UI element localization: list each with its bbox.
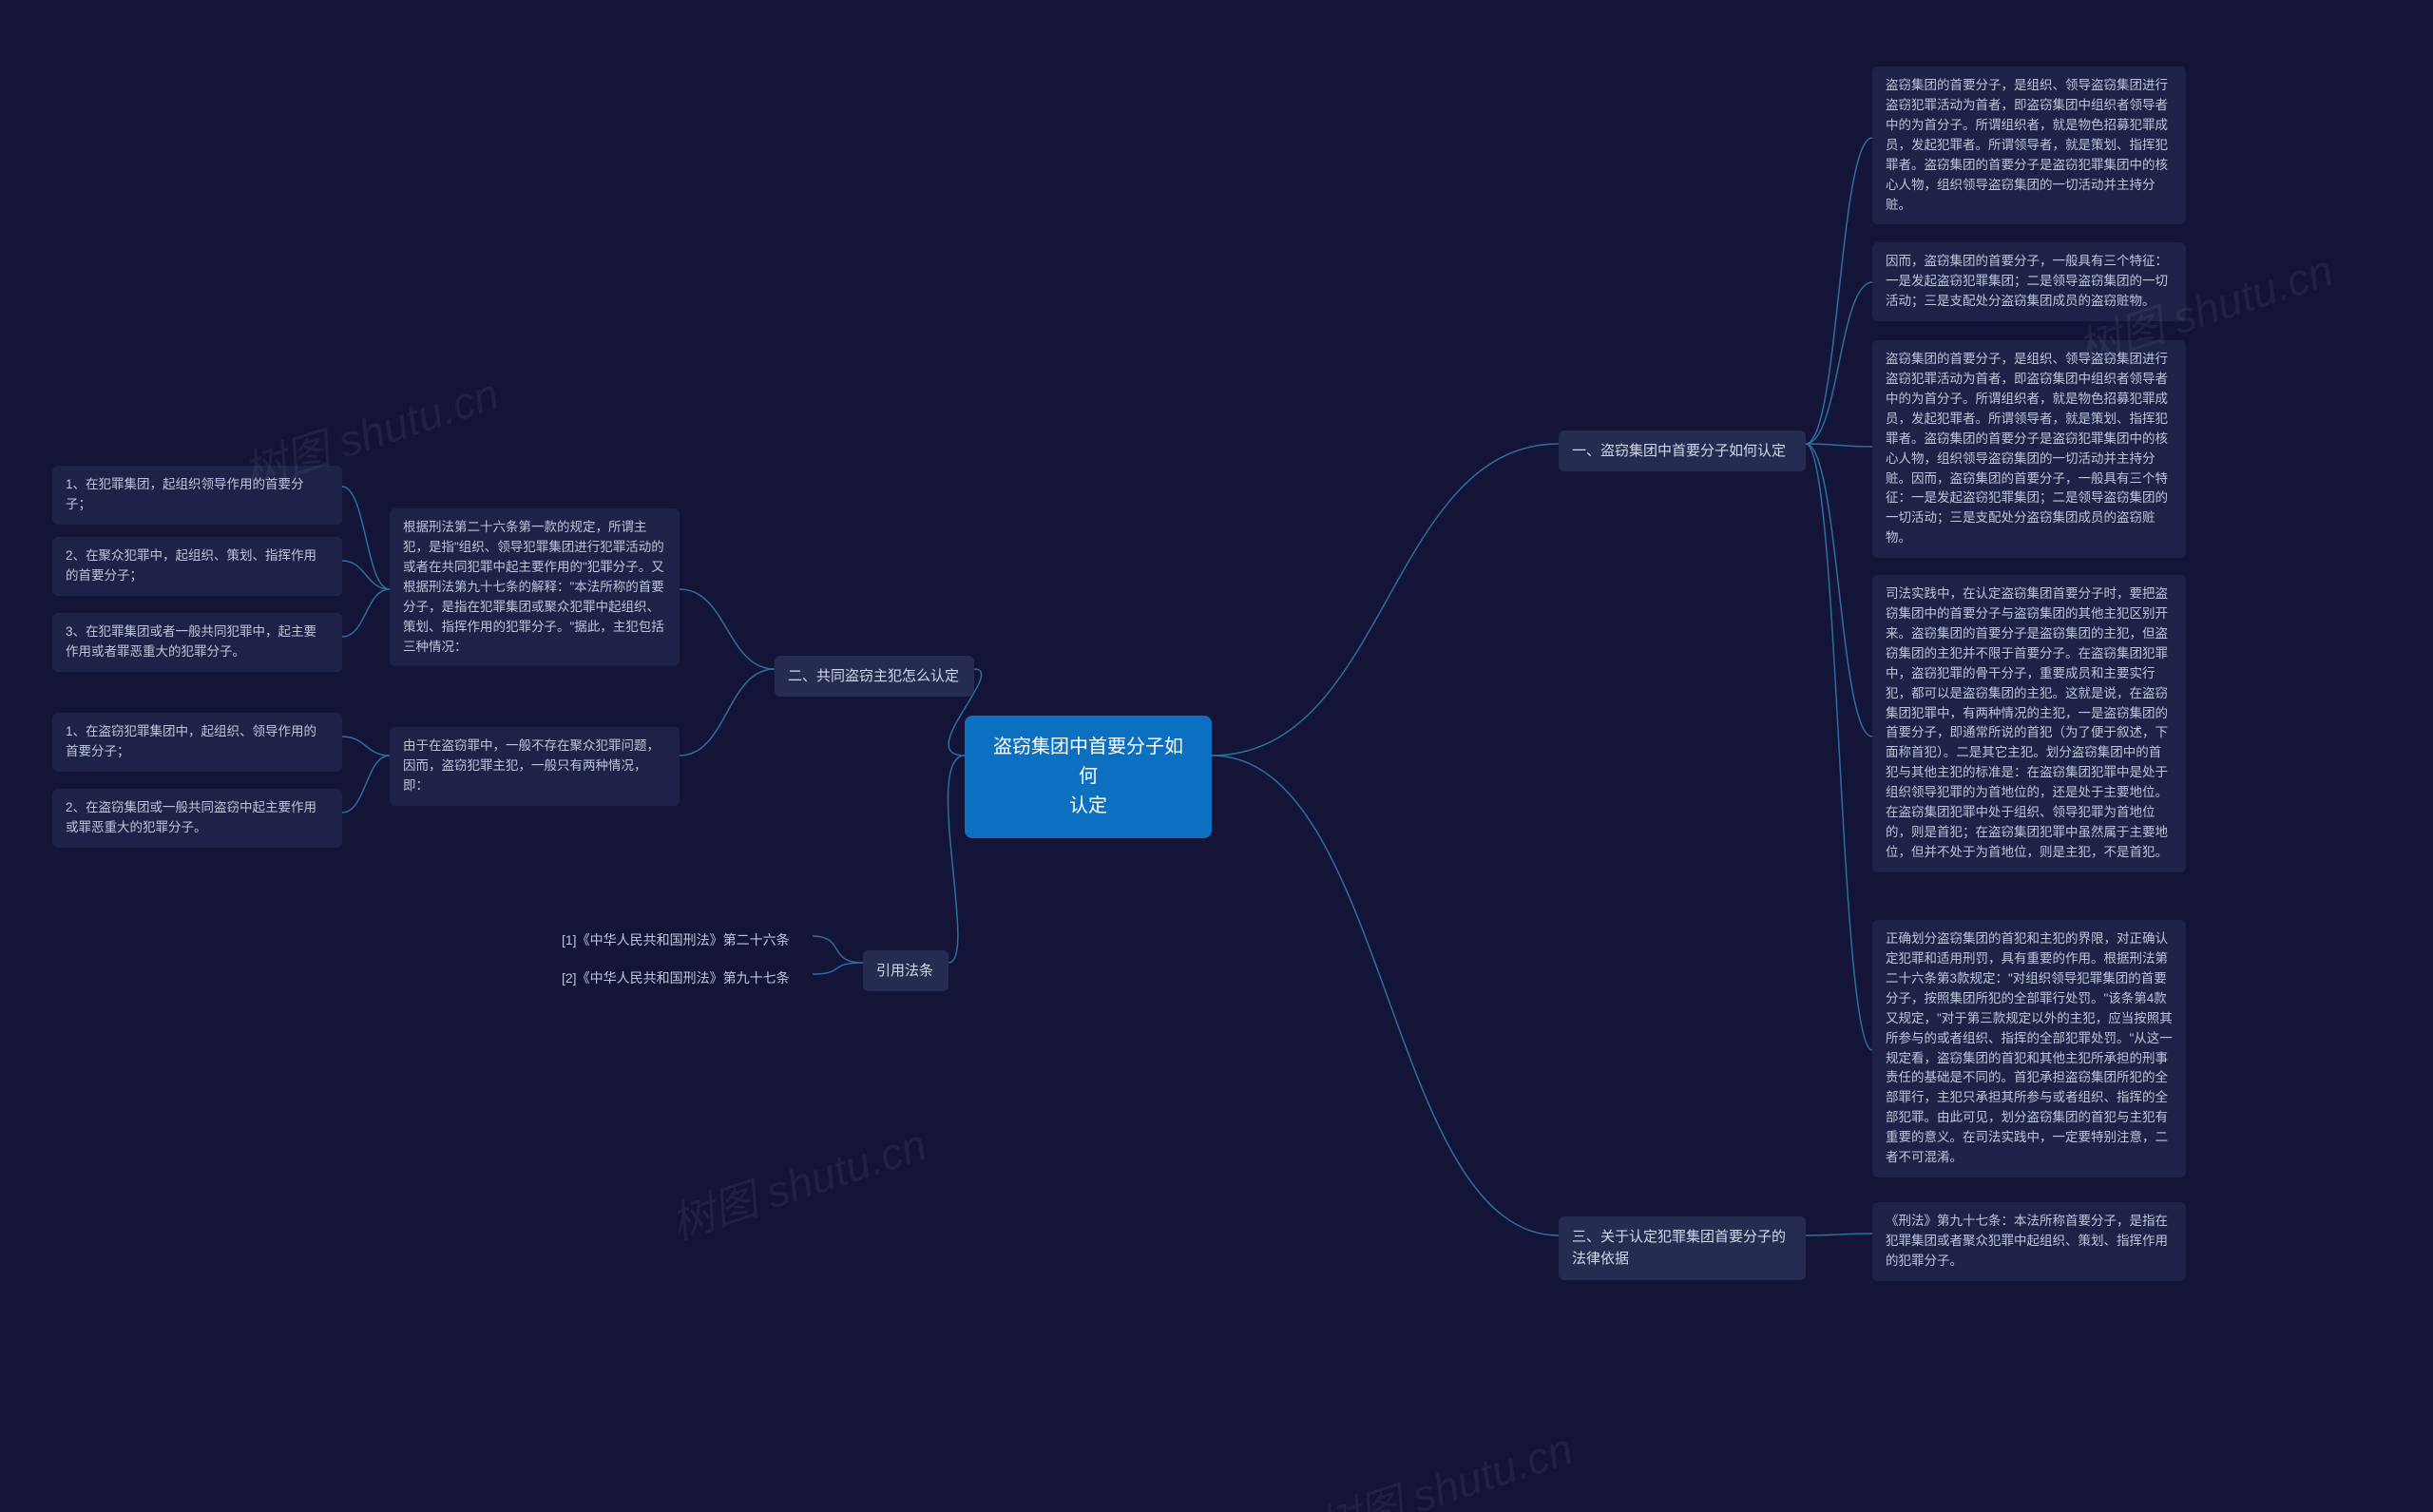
branch-4-label: 引用法条 [876,963,933,979]
leaf-text: 司法实践中，在认定盗窃集团首要分子时，要把盗窃集团中的首要分子与盗窃集团的其他主… [1886,586,2168,859]
branch-2-sub-1: 根据刑法第二十六条第一款的规定，所谓主犯，是指"组织、领导犯罪集团进行犯罪活动的… [390,508,680,666]
link [1806,282,1872,444]
branch-1-leaf-5: 正确划分盗窃集团的首犯和主犯的界限，对正确认定犯罪和适用刑罚，具有重要的作用。根… [1872,920,2186,1177]
root-text: 盗窃集团中首要分子如何认定 [993,737,1183,816]
link [813,936,863,963]
branch-1-leaf-2: 因而，盗窃集团的首要分子，一般具有三个特征：一是发起盗窃犯罪集团；二是领导盗窃集… [1872,242,2186,321]
branch-2-sub-2-leaf-2: 2、在盗窃集团或一般共同盗窃中起主要作用或罪恶重大的犯罪分子。 [52,789,342,848]
branch-2-label: 二、共同盗窃主犯怎么认定 [788,668,959,684]
branch-1-leaf-3: 盗窃集团的首要分子，是组织、领导盗窃集团进行盗窃犯罪活动为首者，即盗窃集团中组织… [1872,340,2186,558]
link [1806,1234,1872,1235]
branch-2-sub-1-leaf-2: 2、在聚众犯罪中，起组织、策划、指挥作用的首要分子； [52,537,342,596]
link [342,589,390,637]
branch-2-sub-2: 由于在盗窃罪中，一般不存在聚众犯罪问题，因而，盗窃犯罪主犯，一般只有两种情况，即… [390,727,680,806]
root-node: 盗窃集团中首要分子如何认定 [965,716,1212,838]
branch-4-leaf-1: [1]《中华人民共和国刑法》第二十六条 [556,927,795,955]
link [342,487,390,589]
leaf-text: 盗窃集团的首要分子，是组织、领导盗窃集团进行盗窃犯罪活动为首者，即盗窃集团中组织… [1886,78,2168,212]
link [1806,444,1872,737]
link [342,561,390,589]
leaf-text: 3、在犯罪集团或者一般共同犯罪中，起主要作用或者罪恶重大的犯罪分子。 [66,624,316,659]
leaf-text: 正确划分盗窃集团的首犯和主犯的界限，对正确认定犯罪和适用刑罚，具有重要的作用。根… [1886,931,2173,1164]
link [1806,444,1872,1050]
watermark: 树图 shutu.cn [1309,1415,1580,1512]
leaf-text: [1]《中华人民共和国刑法》第二十六条 [562,932,790,947]
branch-3-label: 三、关于认定犯罪集团首要分子的法律依据 [1572,1229,1786,1267]
branch-1-leaf-4: 司法实践中，在认定盗窃集团首要分子时，要把盗窃集团中的首要分子与盗窃集团的其他主… [1872,575,2186,872]
leaf-text: 1、在盗窃犯罪集团中，起组织、领导作用的首要分子； [66,724,316,758]
leaf-text: 2、在聚众犯罪中，起组织、策划、指挥作用的首要分子； [66,548,316,583]
branch-2-sub-2-leaf-1: 1、在盗窃犯罪集团中，起组织、领导作用的首要分子； [52,713,342,772]
branch-1-label: 一、盗窃集团中首要分子如何认定 [1572,443,1786,459]
leaf-text: [2]《中华人民共和国刑法》第九十七条 [562,970,790,986]
link [680,589,775,669]
leaf-text: 2、在盗窃集团或一般共同盗窃中起主要作用或罪恶重大的犯罪分子。 [66,800,316,834]
branch-3: 三、关于认定犯罪集团首要分子的法律依据 [1559,1216,1806,1280]
leaf-text: 《刑法》第九十七条：本法所称首要分子，是指在犯罪集团或者聚众犯罪中起组织、策划、… [1886,1214,2168,1268]
link [948,756,965,963]
branch-2: 二、共同盗窃主犯怎么认定 [775,656,974,697]
leaf-text: 盗窃集团的首要分子，是组织、领导盗窃集团进行盗窃犯罪活动为首者，即盗窃集团中组织… [1886,352,2168,545]
branch-2-sub-1-leaf-1: 1、在犯罪集团，起组织领导作用的首要分子； [52,466,342,525]
link [342,737,390,756]
leaf-text: 根据刑法第二十六条第一款的规定，所谓主犯，是指"组织、领导犯罪集团进行犯罪活动的… [403,520,664,654]
branch-1: 一、盗窃集团中首要分子如何认定 [1559,431,1806,471]
leaf-text: 因而，盗窃集团的首要分子，一般具有三个特征：一是发起盗窃犯罪集团；二是领导盗窃集… [1886,254,2168,308]
branch-1-leaf-1: 盗窃集团的首要分子，是组织、领导盗窃集团进行盗窃犯罪活动为首者，即盗窃集团中组织… [1872,67,2186,224]
link [813,963,863,974]
link [1806,444,1872,447]
branch-4: 引用法条 [863,950,948,991]
link [1212,756,1559,1235]
branch-3-leaf-1: 《刑法》第九十七条：本法所称首要分子，是指在犯罪集团或者聚众犯罪中起组织、策划、… [1872,1202,2186,1281]
leaf-text: 由于在盗窃罪中，一般不存在聚众犯罪问题，因而，盗窃犯罪主犯，一般只有两种情况，即… [403,738,660,793]
branch-4-leaf-2: [2]《中华人民共和国刑法》第九十七条 [556,965,795,993]
branch-2-sub-1-leaf-3: 3、在犯罪集团或者一般共同犯罪中，起主要作用或者罪恶重大的犯罪分子。 [52,613,342,672]
link [680,669,775,756]
link [342,756,390,813]
watermark: 树图 shutu.cn [662,1111,933,1253]
link [1212,444,1559,756]
link [1806,138,1872,444]
leaf-text: 1、在犯罪集团，起组织领导作用的首要分子； [66,477,304,511]
